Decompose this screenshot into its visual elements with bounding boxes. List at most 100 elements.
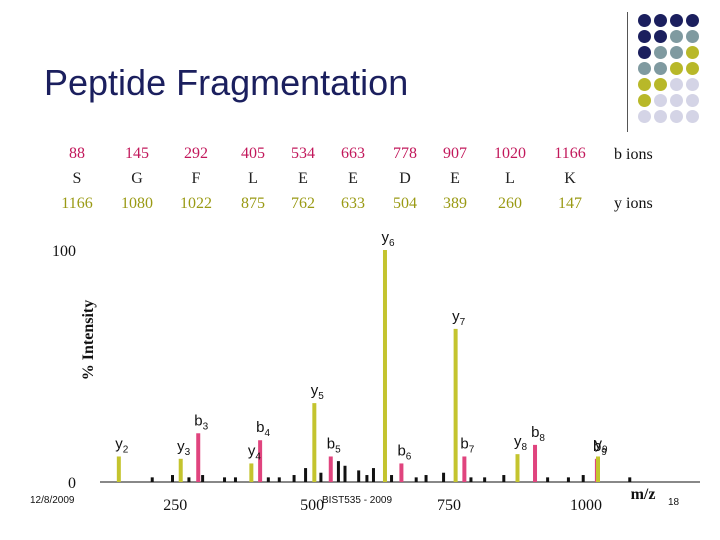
decor-dot	[670, 78, 683, 91]
x-tick-label: 750	[437, 497, 461, 514]
residue-letter: S	[72, 170, 82, 187]
residue-letter: D	[399, 170, 411, 187]
residue-letter: L	[505, 170, 515, 187]
y-ion-mass: 389	[443, 195, 467, 212]
peak-label-b8: b8	[531, 424, 545, 444]
decor-dot	[686, 94, 699, 107]
peak-label-b5: b5	[327, 435, 341, 455]
slide-date: 12/8/2009	[30, 495, 75, 506]
decor-dot	[670, 46, 683, 59]
decor-dot	[638, 94, 651, 107]
peak-label-y8: y8	[514, 433, 528, 453]
slide-course-label: BIST535 - 2009	[322, 495, 393, 506]
b-ions-row-label: b ions	[614, 146, 653, 163]
x-tick-label: 250	[163, 497, 187, 514]
ion-peak-b7	[462, 456, 467, 482]
y-ion-mass: 762	[291, 195, 315, 212]
residue-letter: E	[348, 170, 358, 187]
y-ion-mass: 260	[498, 195, 522, 212]
y-axis-label: % Intensity	[80, 300, 97, 380]
decor-dot	[654, 14, 667, 27]
y-ion-mass: 875	[241, 195, 265, 212]
decor-dot	[638, 46, 651, 59]
y-ion-mass: 633	[341, 195, 365, 212]
residue-letter: K	[564, 170, 576, 187]
peak-label-y2: y2	[115, 435, 129, 455]
decor-dot	[638, 14, 651, 27]
b-ion-mass: 778	[393, 145, 417, 162]
decor-dot	[686, 14, 699, 27]
y-ion-mass: 147	[558, 195, 582, 212]
ion-peak-b4	[258, 440, 263, 482]
decor-dot	[654, 62, 667, 75]
y-ion-mass: 1166	[61, 195, 93, 212]
ion-peaks	[116, 250, 600, 482]
b-ion-mass: 405	[241, 145, 265, 162]
decor-dot	[654, 46, 667, 59]
decor-dot	[670, 94, 683, 107]
decor-dot	[670, 30, 683, 43]
peak-label-y9: y9	[594, 435, 608, 455]
b-ion-mass: 1020	[494, 145, 526, 162]
x-tick-label: 500	[300, 497, 324, 514]
decor-dot	[670, 62, 683, 75]
ion-peak-y9	[596, 456, 600, 482]
decor-dot	[670, 110, 683, 123]
b-ion-mass: 145	[125, 145, 149, 162]
residue-letter: L	[248, 170, 258, 187]
peak-label-y5: y5	[311, 382, 325, 402]
peak-label-b6: b6	[397, 442, 411, 462]
decor-dot	[686, 110, 699, 123]
axis-ticks: 250 500 750 1000 0 100	[52, 243, 602, 514]
ion-peak-b6	[399, 463, 404, 482]
decor-dot	[654, 30, 667, 43]
peak-label-b7: b7	[460, 435, 474, 455]
y-ions-row-label: y ions	[614, 195, 653, 212]
ion-peak-y4	[249, 463, 254, 482]
b-ion-mass: 88	[69, 145, 85, 162]
ion-peak-y7	[453, 328, 458, 482]
y-ion-mass: 1080	[121, 195, 153, 212]
b-ion-mass: 907	[443, 145, 467, 162]
ion-peak-y6	[382, 250, 387, 482]
decor-divider-line	[627, 12, 628, 132]
decor-dot	[638, 30, 651, 43]
y-tick-label: 0	[68, 475, 76, 492]
decor-dot	[670, 14, 683, 27]
decor-dot	[654, 78, 667, 91]
ion-peak-b5	[328, 456, 333, 482]
b-ion-mass: 663	[341, 145, 365, 162]
decor-dot	[686, 30, 699, 43]
b-ion-mass: 1166	[554, 145, 586, 162]
decor-dot	[638, 78, 651, 91]
x-tick-label: 1000	[570, 497, 602, 514]
peak-label-y6: y6	[381, 229, 395, 249]
peak-label-b4: b4	[256, 419, 270, 439]
y-ion-mass: 504	[393, 195, 417, 212]
slide-title: Peptide Fragmentation	[44, 62, 409, 103]
ion-peak-b8	[533, 444, 538, 482]
decor-dot	[638, 110, 651, 123]
decor-dot	[686, 78, 699, 91]
slide-page-number: 18	[668, 497, 680, 508]
decor-dot	[686, 46, 699, 59]
b-ion-mass: 292	[184, 145, 208, 162]
ion-peak-y8	[515, 454, 520, 482]
decor-dot	[638, 62, 651, 75]
ion-peak-y3	[178, 458, 183, 482]
peak-label-b3: b3	[194, 412, 208, 432]
ion-peak-b3	[196, 433, 201, 482]
y-ion-mass: 1022	[180, 195, 212, 212]
ion-peak-y2	[116, 456, 121, 482]
x-axis-label: m/z	[631, 486, 656, 503]
decor-dot	[654, 94, 667, 107]
residue-letter: F	[191, 170, 201, 187]
decor-dot	[686, 62, 699, 75]
peak-label-y3: y3	[177, 438, 191, 458]
y-tick-label: 100	[52, 243, 76, 260]
noise-peaks	[150, 461, 632, 482]
ion-peak-y5	[312, 403, 317, 482]
residue-letter: G	[131, 170, 143, 187]
